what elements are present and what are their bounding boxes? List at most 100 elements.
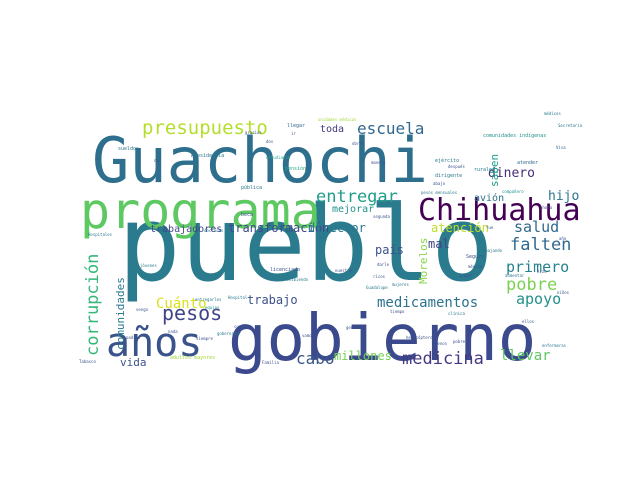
word: abajo <box>433 181 446 186</box>
word: Seguro <box>466 254 484 260</box>
word: mal <box>428 237 450 251</box>
word: salud <box>514 218 559 236</box>
word: medicamentos <box>377 295 478 311</box>
word: primero <box>506 258 569 276</box>
word: sueldos <box>118 146 139 152</box>
word: pagar <box>460 273 473 278</box>
word: estudiante <box>266 155 291 160</box>
word: entregar <box>316 187 398 207</box>
word: falten <box>510 235 571 255</box>
word: mujeres <box>392 282 409 287</box>
word: vamos <box>302 333 315 338</box>
word: médica <box>468 264 483 269</box>
word: Morelos <box>417 238 430 284</box>
word: dar <box>154 158 162 163</box>
word: director <box>308 221 366 235</box>
word: helicóptero <box>406 335 433 340</box>
word: ejército <box>435 157 459 164</box>
word: avión <box>474 192 504 204</box>
word: darle <box>377 262 390 267</box>
word: Presidencia <box>191 153 224 159</box>
word: Cuánto <box>156 296 207 312</box>
word: corrupción <box>83 254 103 356</box>
word: Hospital <box>228 295 248 300</box>
word: después <box>448 164 465 169</box>
word: pública <box>241 184 262 191</box>
word: Tabasco <box>79 359 96 364</box>
word: cuatro <box>234 324 249 329</box>
word: apoyo <box>516 290 561 308</box>
word: gobernador <box>217 331 242 336</box>
word: pobres <box>453 339 468 344</box>
word: Chihuahua <box>418 193 581 228</box>
word: hizo <box>537 269 547 274</box>
word: siempre <box>196 336 213 341</box>
word: cabo <box>296 349 335 368</box>
word: ahora <box>540 205 553 210</box>
word: Guachochi <box>92 124 428 197</box>
word: vida <box>120 356 147 369</box>
word: pesos <box>162 301 222 325</box>
word: año <box>559 236 567 241</box>
word: doctores <box>204 228 224 233</box>
word: pobre <box>506 275 557 295</box>
word: medicina <box>402 349 484 369</box>
word: ir <box>291 131 296 136</box>
word: enfermeras <box>542 343 567 348</box>
word: trabajadores <box>150 224 222 235</box>
word: pensión <box>285 165 306 172</box>
word: país <box>375 243 404 257</box>
word: trabajo <box>247 293 298 307</box>
word: Visa <box>556 145 566 150</box>
word: Guadalupe <box>366 285 388 290</box>
word: médicos <box>544 111 561 116</box>
word: millones <box>334 349 392 363</box>
word: años <box>106 320 202 366</box>
word: tiempo <box>390 309 405 314</box>
word: atención <box>431 221 489 235</box>
word: pesos mensuales <box>421 190 458 195</box>
word: recibiendo <box>284 277 309 282</box>
word: beca <box>241 212 253 218</box>
word: equipo <box>205 305 220 310</box>
word: licenciado <box>270 267 300 273</box>
word: llevar <box>500 348 551 364</box>
word: aumentar <box>505 273 525 278</box>
word: Secretaría <box>558 123 583 128</box>
word: saben <box>488 154 501 187</box>
word: nada <box>168 329 178 334</box>
word: niños <box>557 290 570 295</box>
word: manera <box>371 160 386 165</box>
word: compañero <box>502 189 524 194</box>
word: dirigente <box>435 173 462 179</box>
word: padres <box>126 335 141 340</box>
word: gracias <box>245 130 262 135</box>
word: pueblo <box>118 183 494 305</box>
word: programa <box>80 182 321 240</box>
word: fue <box>486 225 494 230</box>
word: ellos <box>522 319 535 324</box>
word: presupuesto <box>142 117 268 139</box>
word: dos <box>266 139 274 144</box>
word: comunidades <box>114 277 127 350</box>
word: adultos mayores <box>170 355 215 361</box>
word: gobierno <box>228 302 536 376</box>
word: cada <box>292 147 302 152</box>
word: llegar <box>287 123 305 129</box>
word: atender <box>517 160 538 166</box>
word: unidades médicas <box>318 117 357 122</box>
word: toda <box>320 124 344 135</box>
word: comunidades indígenas <box>483 132 546 139</box>
word: Familia <box>262 360 279 365</box>
word: nuestro <box>335 268 352 273</box>
word: hijo <box>548 189 579 204</box>
word: rurales <box>474 167 495 173</box>
word: ricos <box>373 274 386 279</box>
word: dinero <box>488 166 535 181</box>
word: gente <box>346 325 359 330</box>
word: entregarles <box>195 297 222 302</box>
word: jóvenes <box>140 263 157 268</box>
word: menos <box>435 341 448 346</box>
